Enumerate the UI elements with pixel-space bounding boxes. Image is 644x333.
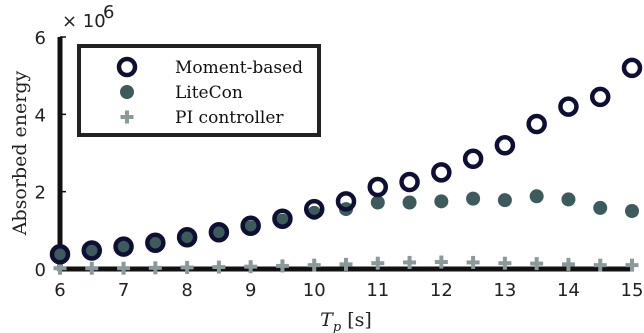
data-point [621, 57, 643, 79]
y-tick-label: 6 [35, 28, 46, 49]
series-litecon [53, 189, 639, 262]
data-point [526, 113, 547, 135]
x-axis-label-subscript: p [333, 320, 342, 333]
legend-entry: Moment-based [175, 58, 303, 78]
series-pi-controller [53, 255, 639, 275]
legend-marker [120, 110, 134, 124]
data-point [494, 135, 516, 156]
x-tick-label: 8 [181, 280, 192, 301]
data-point [117, 261, 131, 275]
data-point [561, 192, 576, 207]
data-point [240, 215, 261, 236]
x-axis-label: Tp [s] [320, 309, 372, 333]
data-point [81, 240, 103, 261]
y-multiplier-exponent: 6 [103, 2, 114, 23]
y-axis-label: Absorbed energy [9, 70, 31, 236]
data-point [589, 86, 611, 108]
data-point [466, 255, 480, 269]
data-point [303, 198, 325, 220]
data-point [335, 191, 357, 212]
data-point [49, 244, 71, 265]
data-point [84, 243, 99, 258]
x-tick-label: 14 [557, 280, 580, 301]
x-tick-label: 15 [621, 280, 644, 301]
data-point [399, 171, 420, 193]
data-point [403, 255, 417, 269]
data-point [113, 236, 134, 257]
data-point [462, 148, 484, 170]
legend-marker [116, 56, 138, 78]
data-point [53, 247, 67, 262]
legend-entry: LiteCon [175, 83, 243, 103]
x-tick-label: 12 [430, 280, 453, 301]
data-point [593, 258, 607, 272]
data-point [367, 176, 389, 198]
data-point [272, 208, 293, 229]
data-point [434, 255, 448, 269]
y-tick-label: 0 [35, 260, 46, 281]
data-point [497, 193, 512, 208]
data-point [244, 260, 258, 274]
data-point [339, 257, 353, 271]
y-tick-label: 2 [35, 183, 46, 204]
data-point [208, 222, 230, 243]
x-axis-label-unit: [s] [341, 309, 372, 331]
data-point [625, 204, 639, 218]
data-point [530, 257, 544, 271]
y-multiplier: × 10 [62, 11, 106, 32]
x-tick-label: 6 [54, 280, 65, 301]
x-tick-label: 11 [366, 280, 389, 301]
data-point [275, 259, 289, 273]
y-tick-label: 4 [35, 105, 46, 126]
data-point [466, 191, 481, 206]
data-point [371, 256, 385, 270]
data-marks [49, 57, 643, 275]
data-point [370, 195, 385, 210]
series-moment-based [49, 57, 643, 265]
legend-marker [120, 85, 134, 99]
data-point [148, 261, 162, 275]
data-point [529, 189, 544, 204]
legend-entry: PI controller [175, 108, 284, 128]
data-point [176, 227, 198, 248]
data-point [593, 200, 608, 215]
data-point [212, 260, 226, 274]
data-point [180, 231, 195, 246]
data-point [180, 260, 194, 274]
data-point [561, 257, 575, 271]
data-point [307, 258, 321, 272]
data-point [558, 96, 579, 117]
data-point [625, 258, 639, 272]
data-point [145, 232, 166, 253]
x-axis-label-symbol: T [320, 309, 334, 331]
legend: Moment-based LiteCon PI controller [77, 44, 321, 137]
x-tick-label: 13 [493, 280, 516, 301]
x-tick-label: 9 [245, 280, 256, 301]
data-point [85, 261, 99, 275]
data-point [402, 195, 417, 210]
data-point [498, 256, 512, 270]
data-point [431, 162, 452, 183]
x-tick-label: 10 [303, 280, 326, 301]
data-point [434, 194, 449, 209]
x-tick-label: 7 [118, 280, 129, 301]
